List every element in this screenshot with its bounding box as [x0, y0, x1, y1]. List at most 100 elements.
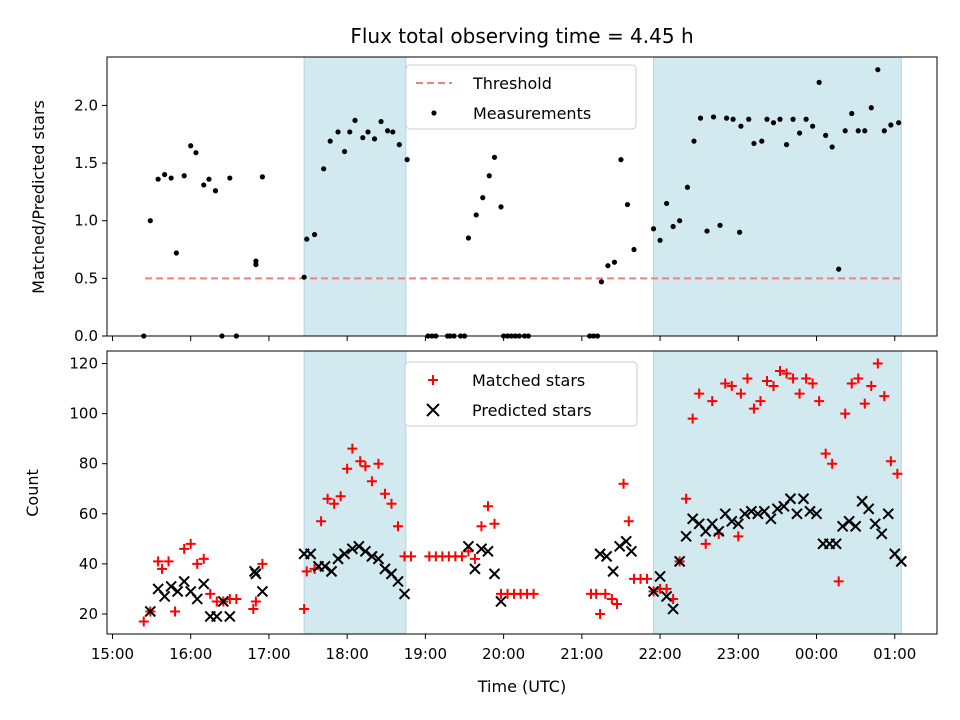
data-point — [495, 595, 507, 608]
data-point — [162, 171, 168, 178]
data-point — [814, 396, 825, 407]
data-point — [346, 543, 359, 555]
legend-label: Threshold — [472, 74, 552, 93]
data-point — [301, 566, 312, 577]
data-point — [611, 259, 618, 265]
bottom-y-axis-label: Count — [23, 469, 42, 517]
data-point — [259, 174, 266, 180]
data-point — [491, 154, 498, 160]
data-point — [355, 456, 366, 467]
data-point — [489, 518, 500, 529]
data-point — [144, 605, 156, 618]
data-point — [347, 129, 353, 135]
data-point — [488, 568, 501, 580]
data-point — [862, 503, 875, 515]
data-point — [624, 201, 631, 208]
data-point — [755, 396, 766, 407]
data-point — [660, 590, 673, 603]
data-point — [390, 129, 396, 135]
data-point — [147, 218, 153, 224]
data-point — [171, 585, 184, 598]
data-point — [335, 129, 341, 135]
data-point — [876, 528, 888, 540]
data-point — [765, 513, 777, 525]
data-point — [820, 448, 831, 459]
data-point — [360, 135, 366, 141]
data-point — [341, 148, 348, 155]
data-point — [623, 516, 634, 527]
data-point — [738, 123, 744, 129]
data-point — [595, 608, 606, 619]
data-point — [393, 521, 404, 532]
x-axis-label: Time (UTC) — [477, 677, 566, 696]
data-point — [373, 458, 384, 469]
data-point — [631, 246, 637, 253]
data-point — [253, 258, 259, 264]
data-point — [250, 568, 262, 580]
legend-box — [404, 361, 638, 427]
bottom-panel-counts: 20 40 60 80 100 120 15:00 16:00 17:00 18:00 19:00 2… — [69, 350, 938, 663]
data-point — [677, 218, 683, 224]
data-point — [707, 396, 718, 407]
data-point — [612, 598, 623, 609]
data-point — [759, 138, 765, 144]
data-point — [816, 79, 822, 85]
data-point — [378, 118, 384, 125]
data-point — [784, 493, 797, 505]
data-point — [191, 593, 203, 605]
data-point — [810, 508, 823, 520]
data-point — [304, 236, 310, 242]
data-point — [311, 231, 318, 238]
data-point — [827, 458, 838, 469]
data-point — [704, 228, 710, 234]
data-point — [823, 132, 829, 138]
data-point — [606, 593, 617, 604]
data-point — [710, 114, 717, 120]
data-point — [181, 173, 187, 179]
data-point — [379, 563, 391, 575]
data-point — [681, 493, 692, 504]
legend-marker — [428, 375, 438, 385]
data-point — [791, 508, 803, 520]
data-point — [746, 116, 752, 122]
data-point — [742, 373, 753, 384]
data-point — [594, 548, 606, 560]
legend-box — [405, 64, 637, 130]
data-point — [735, 388, 746, 399]
data-point — [796, 130, 803, 136]
data-point — [248, 603, 259, 614]
data-point — [392, 575, 404, 588]
legend: Matched stars Predicted stars — [404, 361, 638, 427]
data-point — [849, 520, 862, 533]
data-point — [396, 142, 402, 148]
data-point — [697, 115, 704, 121]
data-point — [366, 550, 378, 563]
data-point — [193, 150, 199, 156]
data-point — [843, 515, 855, 528]
data-point — [661, 583, 672, 594]
data-point — [158, 590, 171, 603]
data-point — [398, 588, 411, 600]
data-point — [198, 553, 209, 564]
data-point — [365, 129, 371, 135]
data-point — [771, 503, 784, 515]
data-point — [869, 518, 881, 530]
data-point — [700, 538, 711, 549]
data-point — [138, 616, 149, 627]
data-point — [600, 550, 613, 563]
data-point — [386, 498, 397, 509]
data-point — [384, 128, 391, 134]
data-point — [165, 580, 177, 593]
data-point — [896, 120, 902, 126]
data-point — [469, 553, 480, 564]
data-point — [726, 381, 737, 392]
data-point — [528, 588, 539, 599]
data-point — [717, 222, 723, 228]
data-point — [327, 138, 333, 144]
y-tick-label: 20 — [79, 605, 98, 623]
data-point — [781, 368, 792, 379]
y-tick-label: 40 — [79, 555, 98, 573]
data-point — [618, 478, 629, 489]
y-tick-label: 1.5 — [74, 154, 98, 172]
series-predicted-stars — [144, 493, 907, 623]
